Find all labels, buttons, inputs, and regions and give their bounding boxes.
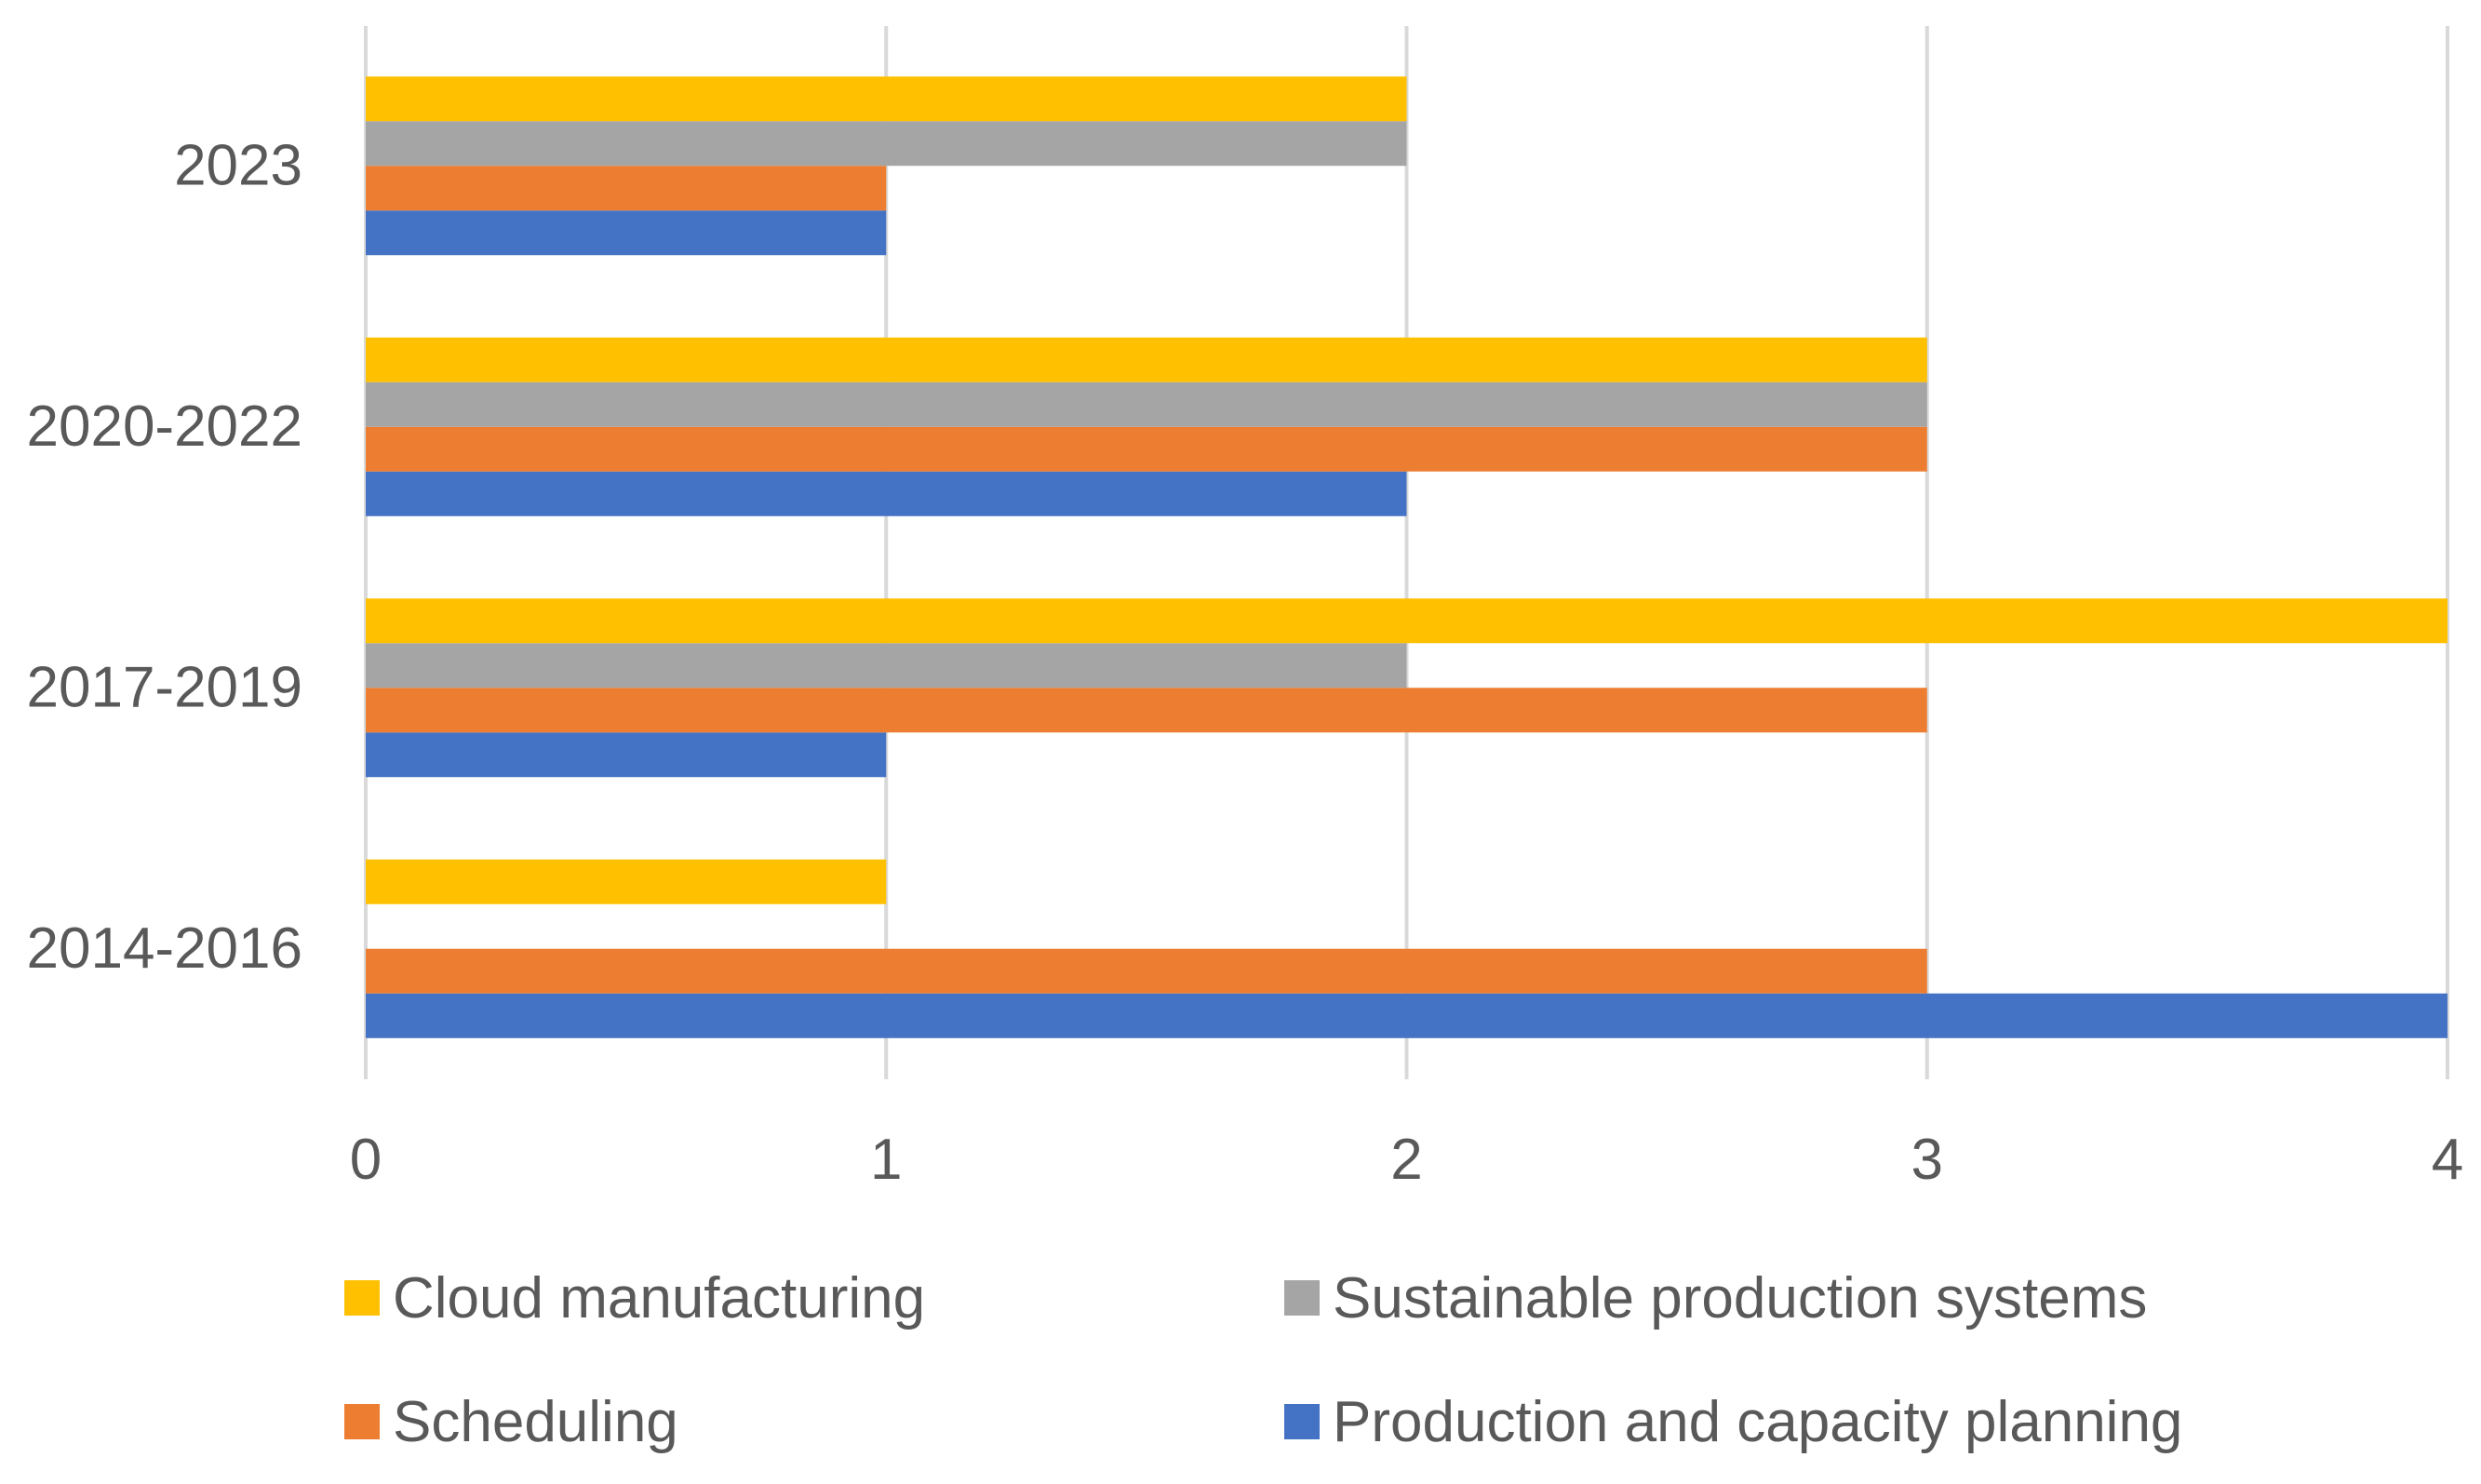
- legend-item-sustainable-production-systems: Sustainable production systems: [1284, 1261, 2147, 1335]
- x-tick-label: 2: [1390, 1128, 1422, 1192]
- bar-cloud-manufacturing-2017-2019: [366, 598, 2447, 644]
- y-category-label: 2017-2019: [27, 655, 303, 719]
- bar-sustainable-production-systems-2020-2022: [366, 381, 1927, 427]
- legend-label: Production and capacity planning: [1333, 1389, 2183, 1454]
- x-tick-label: 1: [870, 1128, 902, 1192]
- bar-cloud-manufacturing-2023: [366, 76, 1407, 122]
- legend-swatch: [344, 1280, 380, 1316]
- value-axis: 0 1 2 3 4: [350, 1128, 2463, 1192]
- bar-production-and-capacity-planning-2014-2016: [366, 993, 2447, 1038]
- bar-scheduling-2017-2019: [366, 688, 1927, 733]
- y-category-label: 2020-2022: [27, 394, 303, 459]
- bar-sustainable-production-systems-2023: [366, 121, 1407, 167]
- y-category-label: 2014-2016: [27, 916, 303, 981]
- legend-item-production-and-capacity-planning: Production and capacity planning: [1284, 1384, 2182, 1459]
- bars: [366, 76, 2447, 1038]
- bar-scheduling-2023: [366, 166, 887, 211]
- x-tick-label: 3: [1911, 1128, 1943, 1192]
- legend-swatch: [1284, 1404, 1320, 1439]
- x-tick-label: 0: [350, 1128, 382, 1192]
- bar-production-and-capacity-planning-2017-2019: [366, 732, 887, 778]
- legend: Cloud manufacturing Sustainable producti…: [344, 1261, 2299, 1465]
- bar-cloud-manufacturing-2020-2022: [366, 337, 1927, 382]
- legend-item-cloud-manufacturing: Cloud manufacturing: [344, 1261, 925, 1335]
- legend-label: Cloud manufacturing: [393, 1265, 926, 1330]
- legend-item-scheduling: Scheduling: [344, 1384, 678, 1459]
- bar-scheduling-2014-2016: [366, 948, 1927, 994]
- bar-production-and-capacity-planning-2023: [366, 210, 887, 256]
- legend-label: Scheduling: [393, 1389, 678, 1454]
- bar-scheduling-2020-2022: [366, 426, 1927, 472]
- bar-cloud-manufacturing-2014-2016: [366, 859, 887, 904]
- x-tick-label: 4: [2432, 1128, 2463, 1192]
- y-category-label: 2023: [174, 133, 302, 197]
- bar-production-and-capacity-planning-2020-2022: [366, 471, 1407, 516]
- legend-label: Sustainable production systems: [1333, 1265, 2148, 1330]
- legend-swatch: [1284, 1280, 1320, 1316]
- legend-swatch: [344, 1404, 380, 1439]
- bar-sustainable-production-systems-2017-2019: [366, 643, 1407, 689]
- category-axis: 2014-2016 2017-2019 2020-2022 2023: [27, 133, 303, 981]
